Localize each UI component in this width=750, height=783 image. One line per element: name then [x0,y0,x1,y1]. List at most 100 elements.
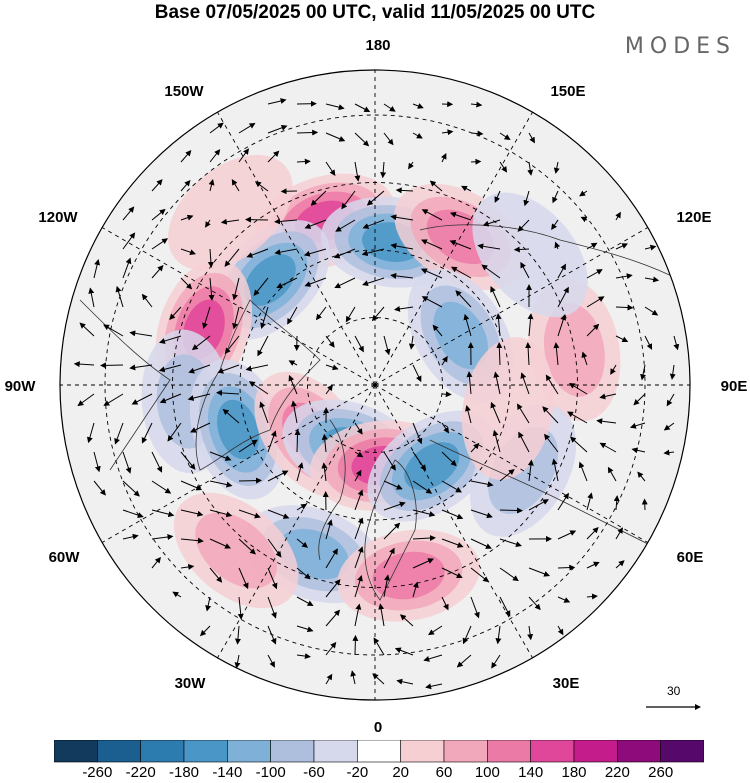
wind-vector [172,591,182,598]
wind-vector [633,393,646,406]
wind-vector [180,150,192,163]
wind-vector [553,342,560,366]
wind-vector [580,216,588,223]
wind-vector [267,430,277,453]
wind-vector [79,322,95,337]
wind-vector [470,101,483,108]
wind-vector [209,567,223,583]
colorbar-swatch [487,740,531,763]
wind-vector [296,129,319,136]
colorbar-label: -180 [168,764,200,781]
wind-vector [470,567,490,583]
wind-vector [209,509,233,518]
wind-vector [482,219,501,227]
wind-vector [222,408,240,424]
wind-vector [303,248,327,257]
wind-vector [159,335,182,344]
wind-vector [238,122,256,134]
wind-vector [234,625,241,645]
wind-vector [238,538,256,555]
wind-vectors [73,98,680,690]
wind-vector [516,403,530,424]
lon-label-150w: 150W [164,83,204,100]
wind-vector [383,501,406,511]
wind-vector [586,269,603,279]
wind-vector [613,495,620,511]
wind-vector [527,459,534,482]
wind-vector [267,538,282,558]
wind-vector [354,574,363,598]
wind-vector [187,393,211,401]
wind-vector [180,248,196,256]
wind-vector [259,401,269,424]
wind-vector [496,342,503,366]
wind-vector [412,509,436,517]
wind-vector [399,614,414,627]
wind-vector [296,625,314,633]
wind-vector [276,277,298,289]
wind-vector [325,161,336,176]
wind-vector [423,654,443,662]
wind-vector [354,422,363,435]
wind-vector [129,364,153,371]
wind-vector [513,246,530,253]
wind-vector [122,533,139,540]
wind-vector [631,447,646,454]
map-boundary [59,69,691,701]
wind-vector [209,122,224,134]
wind-vector [644,335,653,350]
wind-vector [644,276,660,283]
wind-vector [542,406,559,424]
wind-vector [610,364,617,375]
wind-vector [499,538,522,548]
wind-vector [287,306,298,325]
anomaly-center [461,337,554,480]
colorbar-swatch [617,740,661,763]
wind-vector [441,422,450,434]
wind-vector [114,422,124,445]
wind-vector [383,335,391,356]
wind-vector [456,654,472,668]
wind-vector [159,393,182,404]
wind-vector [122,451,132,474]
lon-label-30w: 30W [175,675,207,692]
wind-vector [274,248,298,256]
graticule [60,70,690,700]
wind-vector [205,219,211,228]
wind-vector [267,98,287,105]
wind-vector [122,480,140,497]
wind-vector [629,422,646,429]
wind-vector [544,433,559,453]
wind-vector [304,277,327,287]
colorbar [54,740,704,763]
wind-vector [325,609,341,627]
wind-vector [200,625,211,637]
wind-vector [373,637,385,656]
wind-vector [586,242,598,250]
colorbar-label: 100 [474,764,500,781]
wind-vector [615,527,623,540]
wind-vector [208,277,215,301]
wind-vector [470,442,480,453]
wind-vector [296,538,309,548]
wind-vector [557,492,569,511]
wind-vector [470,538,492,549]
colorbar-swatch [573,740,618,763]
wind-vector [180,537,204,544]
wind-vector [129,330,153,337]
wind-vector [432,324,443,337]
wind-vector [232,277,240,301]
wind-vector [637,471,646,482]
wind-vector [354,335,364,353]
wind-vector [527,313,534,337]
wind-vector [122,257,132,279]
wind-vector [545,374,559,395]
wind-vector [325,335,335,348]
wind-vector [103,324,124,337]
colorbar-label: -100 [255,764,286,781]
wind-vector [470,480,494,488]
wind-vector [209,480,233,488]
wind-vector [449,211,472,221]
wind-vector [470,158,482,165]
